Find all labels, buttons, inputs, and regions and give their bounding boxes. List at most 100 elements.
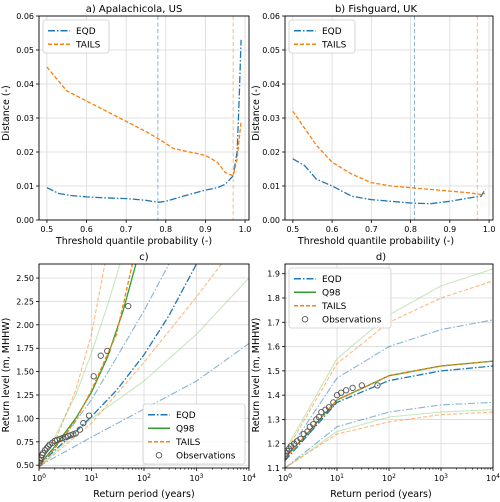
panel-d-legend-box [288,267,392,329]
panel-a-xtick-label: 1.0 [239,225,252,234]
panel-c-xtick-label: 104 [242,473,256,484]
panel-d-ytick-label: 1.9 [267,270,280,279]
panel-c-observation-point [125,302,132,310]
panel-d-ytick-label: 1.1 [267,464,280,473]
panel-c-legend-observations-swatch [155,452,163,459]
panel-b-ylabel: Distance (-) [251,85,262,140]
panel-c-frame [38,263,250,469]
panel-d-legend: EQD Q98 TAILS Observations [288,267,392,329]
panel-d-tails-estimate-line [285,360,493,459]
panel-b-ytick-label: 0.03 [262,114,280,123]
panel-c-legend-q98-label: Q98 [176,425,195,435]
panel-c-observation-point [72,430,79,437]
panel-c-observation-point [104,347,111,355]
panel-d-xtick-label: 101 [330,473,344,484]
panel-d-observation-point [349,384,356,392]
panel-c-observation-point [53,436,61,444]
panel-d-legend-eqd-label: EQD [322,275,342,285]
panel-b-xtick-label: 0.5 [286,225,299,234]
panel-c-observation-point [39,460,43,467]
panel-d-observation-point [304,428,311,435]
panel-a-legend: EQD TAILS [42,19,110,54]
panel-a-ytick-label: 0.03 [16,114,34,123]
panel-d-eqd-ci-line [285,401,493,468]
panel-c-ytick-label: 1.25 [16,391,34,400]
panel-d-legend-observations-swatch [301,316,309,323]
panel-c-observation-point [85,412,93,419]
panel-c-xtick-label: 101 [84,473,98,484]
panel-a-ylabel: Distance (-) [1,85,12,140]
panel-d-observation-point [315,413,323,421]
panel-c-ytick-label: 0.50 [16,461,34,470]
panel-d-observation-point [337,389,345,396]
panel-a-eqd-line [46,39,242,203]
panel-d-observation-point [330,399,337,406]
panel-c-xtick-label: 100 [32,473,46,484]
panel-d-ytick-label: 1.6 [267,343,280,352]
panel-c-xtick-label: 102 [137,473,151,484]
panel-d-ytick-label: 1.5 [267,367,280,376]
panel-a-ytick-label: 0.06 [16,12,34,21]
panel-d-xlabel: Return period (years) [330,489,431,500]
panel-c-observation-point [76,426,84,433]
panel-a-xtick-label: 0.5 [41,225,54,234]
panel-d-observation-point [374,382,381,389]
panel-c-legend-eqd-label: EQD [176,411,196,421]
panel-d-eqd-ci-line [285,319,493,457]
panel-a: a) Apalachicola, US Threshold quantile p… [1,4,251,247]
panel-a-tails-line [46,66,242,177]
panel-d: d) Return period (years) Return level (m… [251,252,500,500]
panel-d-xtick-label: 103 [434,473,448,484]
panel-b-plot [292,16,486,220]
panel-a-xlabel: Threshold quantile probability (-) [55,236,212,247]
panel-d-legend-observations-label: Observations [322,316,382,326]
panel-c-observation-point [59,434,66,442]
panel-d-tails-ci-line [285,411,493,468]
panel-d-observation-point [325,404,333,411]
panel-c-ytick-label: 1.50 [16,368,34,377]
panel-b-xlabel: Threshold quantile probability (-) [297,236,454,247]
panel-d-eqd-estimate-line [285,365,493,462]
panel-a-ticks: 0.00 0.01 0.02 0.03 0.04 0.05 0.06 0.5 0.6 0.7 0.8… [16,12,251,234]
panel-d-legend-q98-label: Q98 [322,289,341,299]
panel-d-legend-tails-label: TAILS [321,302,347,312]
panel-d-observation-point [310,421,317,428]
panel-c-eqd-estimate-line [39,264,198,466]
panel-c-observation-point [45,443,52,450]
panel-b-xtick-label: 0.8 [404,225,417,234]
panel-a-title: a) Apalachicola, US [86,4,183,15]
panel-d-title: d) [376,252,386,263]
panel-d-ytick-label: 1.3 [267,415,280,424]
panel-a-plot [46,16,242,220]
panel-c-ytick-label: 1.75 [16,344,34,353]
panel-d-observation-point [358,382,365,389]
panel-a-ytick-label: 0.00 [16,216,34,225]
panel-d-ytick-label: 1.2 [267,440,280,449]
panel-c-ytick-label: 2.00 [16,321,34,330]
panel-a-legend-box [42,19,110,54]
panel-c-title: c) [139,252,148,263]
panel-c-observation-point [90,373,97,380]
panel-d-ylabel: Return level (m, MHHW) [251,318,262,433]
panel-a-xtick-label: 0.8 [159,225,172,234]
panel-c-eqd-ci-line [39,343,249,467]
panel-a-frame [38,15,250,221]
panel-d-xtick-label: 102 [382,473,396,484]
panel-c-ylabel: Return level (m, MHHW) [1,318,12,433]
panel-c-xlabel: Return period (years) [93,489,194,500]
panel-b-ytick-label: 0.04 [262,80,280,89]
panel-a-ytick-label: 0.05 [16,46,34,55]
panel-a-xtick-label: 0.7 [120,225,133,234]
panel-d-ytick-label: 1.8 [267,294,280,303]
panel-c-xtick-label: 103 [189,473,203,484]
panel-c-observation-point [39,457,44,464]
panel-c-plot [39,264,249,468]
panel-c-ytick-label: 0.75 [16,438,34,447]
panel-c-legend-tails-label: TAILS [175,438,201,448]
panel-a-legend-tails-label: TAILS [75,41,101,51]
panel-c-ticks: 0.50 0.75 1.00 1.25 1.50 1.75 2.00 2.25 2.50 100 1… [16,274,256,483]
panel-b-tails-line [292,110,486,196]
panel-d-observation-point [343,387,350,394]
panel-b-title: b) Fishguard, UK [335,4,418,15]
panel-c-observation-point [41,447,49,454]
